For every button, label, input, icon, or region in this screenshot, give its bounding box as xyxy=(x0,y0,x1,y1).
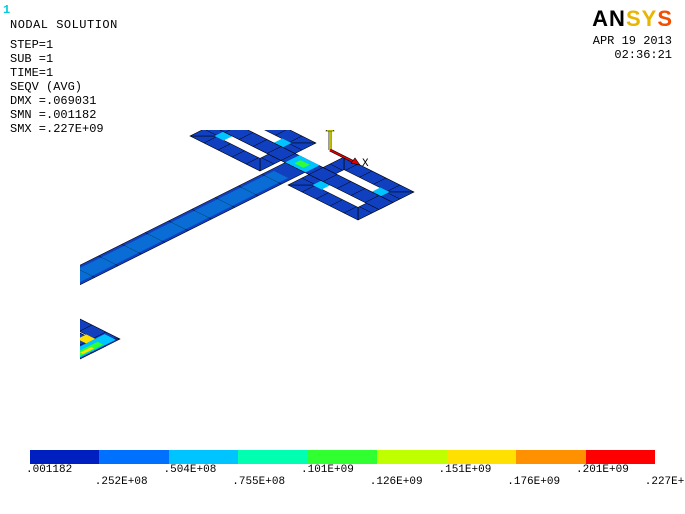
meta-line: STEP=1 xyxy=(10,38,53,52)
logo-sy: SY xyxy=(626,6,657,31)
legend-labels: .001182.504E+08.101E+09.151E+09.201E+09.… xyxy=(30,464,655,494)
legend-segment xyxy=(238,450,307,464)
window-index-marker: 1 xyxy=(3,3,10,17)
legend-segment xyxy=(30,450,99,464)
logo-s: S xyxy=(657,6,673,31)
timestamp-block: APR 19 2013 02:36:21 xyxy=(593,34,672,62)
viewport: 1 NODAL SOLUTION STEP=1SUB =1TIME=1SEQV … xyxy=(0,0,685,514)
logo-an: AN xyxy=(592,6,626,31)
legend-segment xyxy=(99,450,168,464)
contour-legend: .001182.504E+08.101E+09.151E+09.201E+09.… xyxy=(30,450,655,494)
legend-label: .755E+08 xyxy=(232,476,285,488)
legend-segment xyxy=(516,450,585,464)
legend-label: .126E+09 xyxy=(370,476,423,488)
legend-label: .151E+09 xyxy=(439,464,492,476)
legend-segment xyxy=(377,450,446,464)
meta-line: SEQV (AVG) xyxy=(10,80,82,94)
solution-title: NODAL SOLUTION xyxy=(10,18,118,32)
legend-label: .252E+08 xyxy=(95,476,148,488)
model-svg: YX xyxy=(80,130,630,440)
legend-label: .201E+09 xyxy=(576,464,629,476)
legend-label: .227E+09 xyxy=(645,476,685,488)
legend-segment xyxy=(169,450,238,464)
meta-line: TIME=1 xyxy=(10,66,53,80)
run-date: APR 19 2013 xyxy=(593,34,672,48)
legend-segment xyxy=(586,450,655,464)
ansys-logo: ANSYS xyxy=(592,6,673,32)
svg-text:X: X xyxy=(362,158,369,170)
meta-line: DMX =.069031 xyxy=(10,94,96,108)
legend-label: .176E+09 xyxy=(507,476,560,488)
model-render-area: YX xyxy=(80,130,630,440)
meta-line: SMN =.001182 xyxy=(10,108,96,122)
legend-label: .504E+08 xyxy=(164,464,217,476)
legend-segment xyxy=(447,450,516,464)
legend-label: .001182 xyxy=(26,464,72,476)
legend-label: .101E+09 xyxy=(301,464,354,476)
run-time: 02:36:21 xyxy=(593,48,672,62)
meta-line: SUB =1 xyxy=(10,52,53,66)
legend-segment xyxy=(308,450,377,464)
legend-bar xyxy=(30,450,655,464)
